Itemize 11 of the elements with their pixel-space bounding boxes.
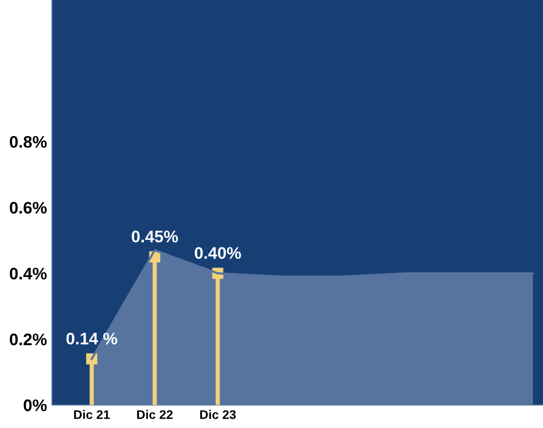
data-label: 0.45% xyxy=(132,230,178,242)
x-tick-label: Dic 21 xyxy=(74,410,110,420)
x-tick-label: Dic 22 xyxy=(137,410,173,420)
x-tick-label: Dic 23 xyxy=(200,410,236,420)
data-label: 0.14 % xyxy=(66,332,118,344)
y-tick-label: 0.8% xyxy=(10,136,47,148)
y-tick-label: 0.2% xyxy=(10,334,47,346)
y-tick-label: 0.6% xyxy=(10,202,47,214)
data-label: 0.40% xyxy=(194,247,241,259)
y-tick-label: 0.4% xyxy=(10,268,47,280)
y-tick-label: 0% xyxy=(24,399,47,412)
